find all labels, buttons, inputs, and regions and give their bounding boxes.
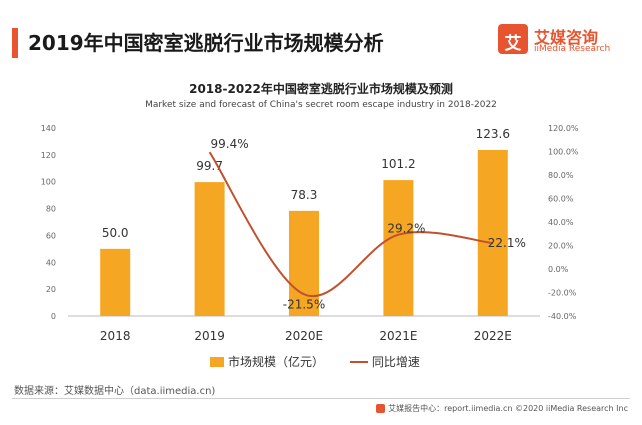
footer: 艾媒报告中心：report.iimedia.cn ©2020 iiMedia R… xyxy=(376,403,628,414)
x-tick-label: 2018 xyxy=(100,329,131,343)
x-tick-label: 2020E xyxy=(285,329,323,343)
chart-title: 2018-2022年中国密室逃脱行业市场规模及预测 xyxy=(189,82,453,96)
footer-text: 艾媒报告中心：report.iimedia.cn ©2020 iiMedia R… xyxy=(388,404,628,413)
chart-legend: 市场规模（亿元） 同比增速 xyxy=(210,353,420,370)
footer-logo-icon xyxy=(376,404,386,413)
brand-block: 艾 艾媒咨询 iiMedia Research xyxy=(498,22,628,60)
y-right-tick-label: 100.0% xyxy=(548,148,579,157)
legend-swatch-line xyxy=(349,360,368,363)
bar-value-label: 78.3 xyxy=(291,188,318,202)
y-right-tick-label: -40.0% xyxy=(548,312,577,321)
bar-2018 xyxy=(100,248,131,316)
y-left-tick-label: 100 xyxy=(41,178,56,187)
x-tick-label: 2021E xyxy=(379,329,417,343)
brand-logo: 艾 xyxy=(498,24,528,54)
y-left-tick-label: 120 xyxy=(41,151,56,160)
bar-value-label: 50.0 xyxy=(102,226,129,240)
legend-swatch-bar xyxy=(210,356,224,367)
y-right-tick-label: 0.0% xyxy=(548,265,569,274)
growth-rate-label: 22.1% xyxy=(488,236,526,250)
legend-label-bar: 市场规模（亿元） xyxy=(228,355,325,369)
growth-rate-line xyxy=(208,151,493,298)
y-right-tick-label: 40.0% xyxy=(548,218,574,227)
growth-rate-label: 29.2% xyxy=(387,222,425,236)
y-left-tick-label: 60 xyxy=(46,231,56,240)
bar-value-label: 101.2 xyxy=(381,157,415,171)
y-left-tick-label: 80 xyxy=(46,205,56,214)
brand-name-en: iiMedia Research xyxy=(534,44,611,54)
brand-name-cn: 艾媒咨询 xyxy=(534,28,599,47)
brand-logo-char: 艾 xyxy=(504,34,522,54)
x-tick-label: 2019 xyxy=(194,329,225,343)
source-note: 数据来源：艾媒数据中心（data.iimedia.cn) xyxy=(14,386,216,397)
y-left-tick-label: 140 xyxy=(41,124,56,133)
y-right-tick-label: 20.0% xyxy=(548,242,574,251)
bar-2020E xyxy=(289,210,319,316)
legend-label-line: 同比增速 xyxy=(371,355,420,369)
bar-2022E xyxy=(477,150,508,316)
y-right-tick-label: 60.0% xyxy=(548,195,574,204)
bar-value-label: 123.6 xyxy=(476,127,510,141)
y-right-tick-label: 120.0% xyxy=(548,124,579,133)
bar-2019 xyxy=(194,182,225,316)
y-right-tick-label: -20.0% xyxy=(548,289,577,298)
growth-rate-label: -21.5% xyxy=(283,297,325,311)
bar-value-label: 99.7 xyxy=(196,159,223,173)
y-right-tick-label: 80.0% xyxy=(548,171,574,180)
chart-subtitle: Market size and forecast of China's secr… xyxy=(145,100,497,110)
page-title: 2019年中国密室逃脱行业市场规模分析 xyxy=(28,31,384,55)
footer-divider xyxy=(12,398,630,399)
y-left-tick-label: 40 xyxy=(46,258,56,267)
title-accent-bar xyxy=(12,28,18,58)
x-tick-label: 2022E xyxy=(474,329,512,343)
y-left-tick-label: 20 xyxy=(46,285,56,294)
growth-rate-label: 99.4% xyxy=(211,137,249,151)
bar-2021E xyxy=(383,180,414,316)
y-left-tick-label: 0 xyxy=(51,312,56,321)
